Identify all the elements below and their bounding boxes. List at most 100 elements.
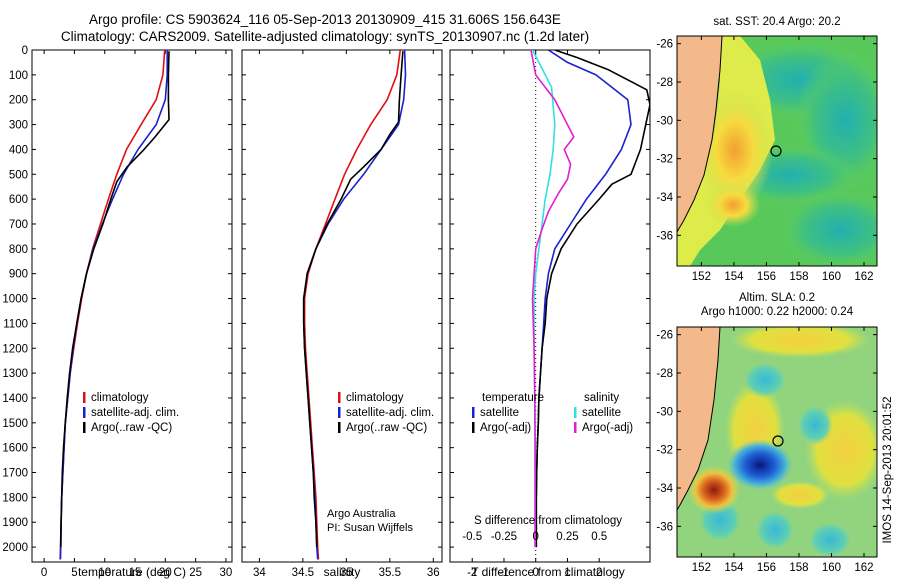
salinity-xtick-label: 34.5: [292, 567, 314, 579]
temperature-ytick-label: 1000: [2, 294, 28, 306]
temperature-ytick-label: 1900: [2, 517, 28, 529]
temperature-ytick-label: 200: [9, 95, 28, 107]
temperature-legend-swatch: [83, 392, 86, 403]
salinity-legend-swatch: [338, 407, 341, 418]
temperature-legend: climatology satellite-adj. clim. Argo(..…: [83, 392, 179, 434]
sla-map-ytick-label: -34: [656, 483, 673, 495]
temperature-legend-label: satellite-adj. clim.: [91, 407, 179, 419]
temperature-lines: [59, 50, 170, 560]
sla-map-xtick-label: 152: [692, 562, 711, 574]
temperature-legend-swatch: [83, 407, 86, 418]
sst-map-xtick-label: 162: [854, 271, 873, 283]
difference-legend-swatch: [574, 407, 577, 418]
temperature-ytick-label: 800: [9, 244, 28, 256]
difference-legend-label: satellite: [480, 407, 519, 419]
salinity-xtick-label: 34: [253, 567, 266, 579]
temperature-legend-label: climatology: [91, 392, 149, 404]
sla-map: Altim. SLA: 0.2 Argo h1000: 0.22 h2000: …: [656, 292, 878, 574]
salinity-series-line: [302, 51, 404, 548]
temperature-ytick-label: 600: [9, 194, 28, 206]
temperature-xtick-label: 30: [220, 567, 233, 579]
sst-map-field: [677, 36, 877, 266]
sst-map-ytick-label: -32: [656, 154, 673, 166]
sla-map-field: [677, 327, 877, 557]
temperature-ytick-label: 1600: [2, 443, 28, 455]
temperature-legend-label: Argo(..raw -QC): [91, 422, 172, 434]
salinity-lines: [302, 50, 407, 560]
salinity-series-line: [303, 50, 402, 560]
difference-legend-label: Argo(-adj): [582, 422, 633, 434]
difference-axes-frame: [449, 49, 651, 563]
difference-xlabel: T difference from climatology: [471, 565, 625, 579]
sla-map-ytick-label: -28: [656, 368, 673, 380]
sst-map-ytick-label: -36: [656, 230, 673, 242]
difference-x2tick-label: -0.5: [462, 531, 482, 543]
salinity-xtick-label: 36: [427, 567, 440, 579]
sst-map-xtick-label: 158: [789, 271, 808, 283]
temperature-ytick-label: 300: [9, 120, 28, 132]
sst-map-ytick-label: -28: [656, 77, 673, 89]
difference-xtick-label: -2: [467, 567, 477, 579]
salinity-panel: 34 34.5 35 35.5 36 salinity climatology sate…: [241, 49, 443, 579]
temperature-ytick-label: 2000: [2, 542, 28, 554]
temperature-ytick-label: 700: [9, 219, 28, 231]
temperature-ytick-label: 500: [9, 169, 28, 181]
difference-legend-label: Argo(-adj): [480, 422, 531, 434]
salinity-axes-frame: [241, 49, 443, 563]
sst-map-ticks: 152 154 156 158 160 162 -26 -28 -30 -32 -34 -36: [656, 36, 877, 283]
temperature-panel: 0 5 10 15 20 25 300100200300400500600700800900…: [2, 45, 233, 579]
figure-title-line1: Argo profile: CS 5903624_116 05-Sep-2013…: [89, 12, 561, 27]
sla-map-ytick-label: -26: [656, 330, 673, 342]
salinity-xlabel: salinity: [324, 565, 361, 579]
temperature-series-line: [60, 51, 170, 548]
temperature-ticks: 0 5 10 15 20 25 300100200300400500600700800900…: [2, 45, 232, 579]
difference-x2tick-label: 0.25: [556, 531, 578, 543]
salinity-legend-label: climatology: [346, 392, 404, 404]
figure-title-line2: Climatology: CARS2009. Satellite-adjuste…: [60, 29, 590, 44]
sla-map-xtick-label: 156: [757, 562, 776, 574]
salinity-xtick-label: 35.5: [379, 567, 401, 579]
sla-map-xtick-label: 162: [854, 562, 873, 574]
sst-map-xtick-label: 156: [757, 271, 776, 283]
difference-x2tick-label: -0.25: [491, 531, 517, 543]
sla-map-title-line1: Altim. SLA: 0.2: [739, 292, 815, 304]
temperature-ytick-label: 100: [9, 70, 28, 82]
temperature-ytick-label: 1700: [2, 468, 28, 480]
salinity-legend-swatch: [338, 422, 341, 433]
sst-map-ytick-label: -34: [656, 192, 673, 204]
sst-map-xtick-label: 154: [724, 271, 744, 283]
sla-map-ytick-label: -30: [656, 406, 673, 418]
sst-argo-marker: [770, 145, 782, 157]
difference-legend-label: satellite: [582, 407, 621, 419]
difference-legend-swatch: [472, 422, 475, 433]
temperature-ytick-label: 900: [9, 269, 28, 281]
salinity-annotation-1: Argo Australia: [327, 508, 396, 520]
difference-legend: temperature satellite Argo(-adj) salinit…: [472, 392, 633, 434]
difference-xtick-label: 2: [596, 567, 602, 579]
difference-x2tick-label: 0.5: [591, 531, 607, 543]
temperature-xtick-label: 0: [41, 567, 47, 579]
sst-map: sat. SST: 20.4 Argo: 20.2 152 154 156 158 16…: [656, 16, 878, 283]
sst-map-ytick-label: -30: [656, 115, 673, 127]
difference-xtick-label: 0: [533, 567, 539, 579]
sst-map-xtick-label: 160: [822, 271, 841, 283]
salinity-ticks: 34 34.5 35 35.5 36: [242, 49, 442, 579]
salinity-legend-swatch: [338, 392, 341, 403]
sla-map-xtick-label: 158: [789, 562, 808, 574]
difference-legend-temperature-title: temperature: [482, 392, 544, 404]
sst-map-xtick-label: 152: [692, 271, 711, 283]
temperature-ytick-label: 1100: [3, 318, 28, 330]
sla-map-frame: [676, 326, 878, 558]
salinity-legend: climatology satellite-adj. clim. Argo(..…: [338, 392, 434, 434]
temperature-axes-frame: [31, 49, 233, 563]
temperature-ytick-label: 1800: [2, 492, 28, 504]
difference-x2tick-label: 0: [533, 531, 539, 543]
sla-map-xtick-label: 154: [724, 562, 744, 574]
temperature-xlabel: temperature (deg C): [78, 565, 186, 579]
difference-series-line: [530, 50, 575, 548]
salinity-legend-label: satellite-adj. clim.: [346, 407, 434, 419]
sla-map-xtick-label: 160: [822, 562, 841, 574]
temperature-xtick-label: 25: [189, 567, 202, 579]
sla-map-ticks: 152 154 156 158 160 162 -26 -28 -30 -32 -34 -36: [656, 327, 877, 574]
difference-salinity-ticklabels: -0.5 -0.25 0 0.25 0.5: [462, 531, 607, 543]
